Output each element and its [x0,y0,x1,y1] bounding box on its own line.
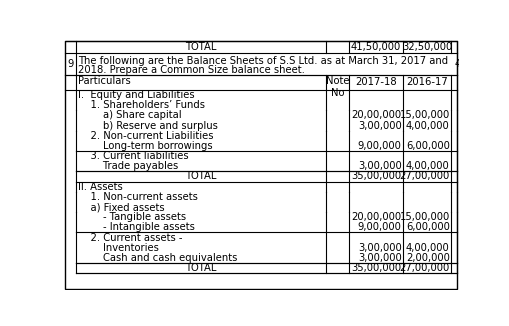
Text: 3. Current liabilities: 3. Current liabilities [78,151,189,161]
Text: 15,00,000: 15,00,000 [399,212,449,222]
Text: TOTAL: TOTAL [185,42,216,52]
Text: 6,00,000: 6,00,000 [405,222,449,232]
Text: The following are the Balance Sheets of S.S Ltd. as at March 31, 2017 and: The following are the Balance Sheets of … [78,56,448,66]
Text: 2. Non-current Liabilities: 2. Non-current Liabilities [78,131,214,141]
Text: 9,00,000: 9,00,000 [357,222,401,232]
Text: 6,00,000: 6,00,000 [405,141,449,151]
Text: a) Fixed assets: a) Fixed assets [78,202,165,212]
Text: 27,00,000: 27,00,000 [399,171,449,182]
Text: Long-term borrowings: Long-term borrowings [78,141,213,151]
Text: 9: 9 [67,59,74,69]
Text: Inventories: Inventories [78,243,159,253]
Text: 2016-17: 2016-17 [406,77,447,87]
Text: 4,00,000: 4,00,000 [405,243,449,253]
Text: 4,00,000: 4,00,000 [405,121,449,131]
Text: II. Assets: II. Assets [78,182,123,192]
Text: 27,00,000: 27,00,000 [399,263,449,273]
Text: 2017-18: 2017-18 [355,77,396,87]
Text: 32,50,000: 32,50,000 [401,42,451,52]
Text: 2. Current assets -: 2. Current assets - [78,232,183,243]
Text: b) Reserve and surplus: b) Reserve and surplus [78,121,218,131]
Text: 3,00,000: 3,00,000 [357,243,401,253]
Text: 35,00,000: 35,00,000 [351,263,401,273]
Text: Note
No: Note No [325,76,348,98]
Text: 4,00,000: 4,00,000 [405,161,449,171]
Text: 2,00,000: 2,00,000 [405,253,449,263]
Text: TOTAL: TOTAL [185,263,216,273]
Text: 20,00,000: 20,00,000 [351,111,401,120]
Text: a) Share capital: a) Share capital [78,111,182,120]
Text: 20,00,000: 20,00,000 [351,212,401,222]
Text: Cash and cash equivalents: Cash and cash equivalents [78,253,237,263]
Text: Trade payables: Trade payables [78,161,178,171]
Text: 1. Non-current assets: 1. Non-current assets [78,192,198,202]
Text: TOTAL: TOTAL [185,171,216,182]
Text: Particulars: Particulars [78,76,131,86]
Text: 15,00,000: 15,00,000 [399,111,449,120]
Text: 3,00,000: 3,00,000 [357,161,401,171]
Text: 35,00,000: 35,00,000 [351,171,401,182]
Text: 1. Shareholders’ Funds: 1. Shareholders’ Funds [78,100,205,110]
Text: 3,00,000: 3,00,000 [357,121,401,131]
Text: 2018. Prepare a Common Size balance sheet.: 2018. Prepare a Common Size balance shee… [78,65,305,75]
Text: 41,50,000: 41,50,000 [350,42,401,52]
Text: 9,00,000: 9,00,000 [357,141,401,151]
Text: 3,00,000: 3,00,000 [357,253,401,263]
Text: I.  Equity and Liabilities: I. Equity and Liabilities [78,90,195,100]
Text: - Intangible assets: - Intangible assets [78,222,195,232]
Text: 4: 4 [454,59,460,69]
Text: - Tangible assets: - Tangible assets [78,212,186,222]
